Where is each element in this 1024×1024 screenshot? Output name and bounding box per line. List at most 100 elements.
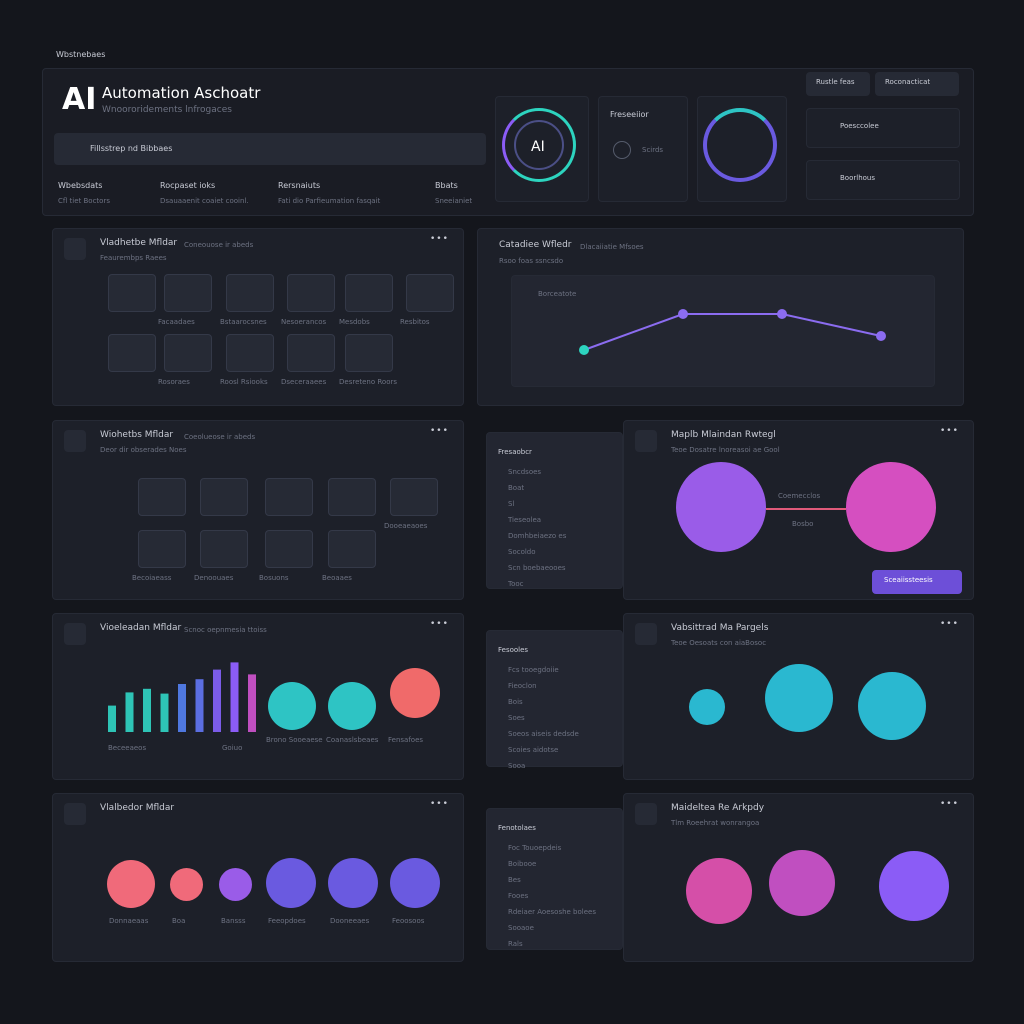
- more-menu[interactable]: •••: [430, 799, 449, 809]
- list-item[interactable]: Bois: [508, 698, 523, 706]
- icon-tile[interactable]: [328, 478, 376, 516]
- list-item[interactable]: Scn boebaeooes: [508, 564, 566, 572]
- list-item[interactable]: Tooc: [508, 580, 524, 588]
- list-item[interactable]: Rdeiaer Aoesoshe bolees: [508, 908, 596, 916]
- list-item[interactable]: Rals: [508, 940, 523, 948]
- panel-icon: [64, 430, 86, 452]
- icon-tile[interactable]: [406, 274, 454, 312]
- tab-label[interactable]: Bbats: [435, 181, 458, 190]
- list-title: Fresaobcr: [498, 448, 532, 456]
- side-item[interactable]: [806, 160, 960, 200]
- card-title: Freseeiior: [610, 110, 649, 119]
- list-item[interactable]: Socoldo: [508, 548, 536, 556]
- list-item[interactable]: Soeos aiseis dedsde: [508, 730, 579, 738]
- tab-sub: Cfl tiet Boctors: [58, 197, 110, 205]
- icon-tile[interactable]: [138, 530, 186, 568]
- side-item-label: Boorlhous: [840, 174, 875, 182]
- node-label: Donnaeaas: [109, 917, 149, 925]
- icon-tile[interactable]: [345, 334, 393, 372]
- panel-icon: [64, 238, 86, 260]
- list-panel: [486, 630, 623, 767]
- icon-tile[interactable]: [265, 530, 313, 568]
- icon-tile[interactable]: [390, 478, 438, 516]
- panel-sub: Coeolueose ir abeds: [184, 433, 256, 441]
- icon-tile[interactable]: [226, 274, 274, 312]
- icon-tile[interactable]: [164, 334, 212, 372]
- icon-tile[interactable]: [164, 274, 212, 312]
- list-item[interactable]: Scoies aidotse: [508, 746, 559, 754]
- card-item: Scirds: [642, 146, 664, 154]
- icon-tile[interactable]: [226, 334, 274, 372]
- node[interactable]: [107, 860, 155, 908]
- node-label: Feoosoos: [392, 917, 425, 925]
- list-item[interactable]: Sncdsoes: [508, 468, 542, 476]
- icon-tile[interactable]: [345, 274, 393, 312]
- icon-tile[interactable]: [108, 334, 156, 372]
- node[interactable]: [219, 868, 252, 901]
- more-menu[interactable]: •••: [940, 426, 959, 436]
- tab-label[interactable]: Wbebsdats: [58, 181, 103, 190]
- panel-title: Wiohetbs Mfldar: [100, 430, 174, 440]
- icon-tile[interactable]: [200, 478, 248, 516]
- list-item[interactable]: Sooaoe: [508, 924, 534, 932]
- button[interactable]: [872, 570, 962, 594]
- button[interactable]: [875, 72, 959, 96]
- tab-label[interactable]: Rocpaset ioks: [160, 181, 216, 190]
- tab-sub: Sneeianiet: [435, 197, 473, 205]
- more-menu[interactable]: •••: [430, 234, 449, 244]
- list-item[interactable]: Bes: [508, 876, 521, 884]
- panel-sub: Scnoc oepnmesia ttoiss: [184, 626, 267, 634]
- list-item[interactable]: Tieseolea: [508, 516, 542, 524]
- search-box[interactable]: [54, 133, 486, 165]
- button-label: Roconacticat: [885, 78, 931, 86]
- list-item[interactable]: Boibooe: [508, 860, 537, 868]
- more-menu[interactable]: •••: [940, 619, 959, 629]
- node[interactable]: [390, 858, 440, 908]
- node[interactable]: [170, 868, 203, 901]
- icon-tile[interactable]: [287, 274, 335, 312]
- icon-label: Facaadaes: [158, 318, 195, 326]
- list-item[interactable]: Domhbeiaezo es: [508, 532, 567, 540]
- side-item[interactable]: [806, 108, 960, 148]
- bar: [248, 674, 256, 732]
- bar: [195, 679, 204, 732]
- bar: [160, 693, 169, 732]
- plot-area: [511, 275, 935, 387]
- node: [689, 689, 725, 725]
- ring: [514, 120, 564, 170]
- chart-sub: Dlacaiiatie Mfsoes: [580, 243, 644, 251]
- panel-note: Teoe Oesoats con aiaBosoc: [671, 639, 767, 647]
- line: [583, 313, 882, 351]
- icon-tile[interactable]: [265, 478, 313, 516]
- list-item[interactable]: Foc Touoepdeis: [508, 844, 562, 852]
- list-item[interactable]: Fieoclon: [508, 682, 537, 690]
- title: Automation Aschoatr: [102, 84, 261, 102]
- icon-tile[interactable]: [328, 530, 376, 568]
- panel-icon: [635, 623, 657, 645]
- more-menu[interactable]: •••: [940, 799, 959, 809]
- list-item[interactable]: Sl: [508, 500, 515, 508]
- list-item[interactable]: Fcs tooegdoiie: [508, 666, 559, 674]
- node[interactable]: [266, 858, 316, 908]
- list-item[interactable]: Fooes: [508, 892, 529, 900]
- chart-note: Rsoo foas ssncsdo: [499, 257, 564, 265]
- list-title: Fesooles: [498, 646, 529, 654]
- node[interactable]: [328, 858, 378, 908]
- icon-label: Roosl Rsiooks: [220, 378, 268, 386]
- icon-tile[interactable]: [200, 530, 248, 568]
- list-item[interactable]: Boat: [508, 484, 525, 492]
- icon-tile[interactable]: [138, 478, 186, 516]
- panel-title: Maplb Mlaindan Rwtegl: [671, 430, 776, 440]
- icon-label: Resbitos: [400, 318, 430, 326]
- icon-tile[interactable]: [108, 274, 156, 312]
- list-item[interactable]: Sooa: [508, 762, 526, 770]
- button[interactable]: [806, 72, 870, 96]
- node: [390, 668, 440, 718]
- tab-label[interactable]: Rersnaiuts: [278, 181, 321, 190]
- more-menu[interactable]: •••: [430, 426, 449, 436]
- list-item[interactable]: Soes: [508, 714, 525, 722]
- more-menu[interactable]: •••: [430, 619, 449, 629]
- ring: [703, 108, 777, 182]
- icon-tile[interactable]: [287, 334, 335, 372]
